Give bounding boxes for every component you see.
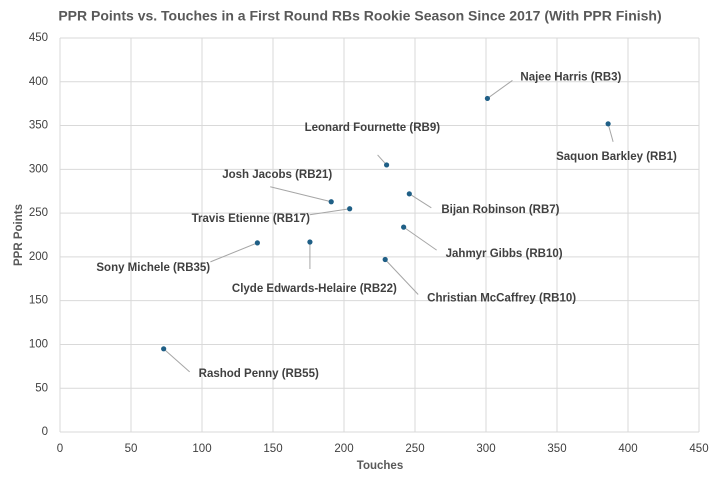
x-tick-label: 350: [547, 443, 566, 455]
y-tick-label: 400: [29, 76, 48, 88]
leader-line: [210, 242, 258, 263]
y-tick-label: 150: [29, 295, 48, 307]
data-label: Travis Etienne (RB17): [192, 213, 310, 225]
y-tick-label: 100: [29, 338, 48, 350]
data-label: Najee Harris (RB3): [520, 71, 621, 83]
leader-line: [309, 208, 350, 216]
data-label: Leonard Fournette (RB9): [305, 122, 441, 134]
data-label: Rashod Penny (RB55): [199, 368, 319, 380]
x-tick-label: 450: [689, 443, 708, 455]
point: [307, 239, 313, 245]
y-tick-label: 200: [29, 251, 48, 263]
leader-line: [403, 226, 437, 251]
data-label: Josh Jacobs (RB21): [222, 169, 332, 181]
data-label: Sony Michele (RB35): [96, 262, 210, 274]
x-tick-label: 100: [192, 443, 211, 455]
y-tick-label: 250: [29, 207, 48, 219]
y-tick-label: 300: [29, 163, 48, 175]
x-tick-label: 200: [334, 443, 353, 455]
y-tick-label: 50: [35, 382, 48, 394]
point: [254, 240, 260, 246]
point: [382, 256, 388, 263]
x-tick-label: 150: [263, 443, 282, 455]
y-tick-label: 450: [29, 32, 48, 44]
leader-line: [409, 193, 432, 209]
x-tick-label: 50: [125, 443, 138, 455]
leader-line: [384, 259, 419, 295]
x-tick-label: 300: [476, 443, 495, 455]
leader-line: [607, 123, 614, 142]
chart-title: PPR Points vs. Touches in a First Round …: [58, 8, 661, 24]
x-tick-label: 250: [405, 443, 424, 455]
leader-line: [270, 186, 332, 203]
y-axis-title: PPR Points: [13, 204, 25, 266]
data-label: Christian McCaffrey (RB10): [427, 293, 576, 305]
leader-line: [487, 80, 513, 99]
point: [384, 162, 390, 168]
point: [328, 199, 334, 205]
point: [401, 224, 407, 230]
x-tick-label: 400: [618, 443, 637, 455]
point: [161, 346, 167, 352]
point: [406, 191, 412, 197]
x-axis-title: Touches: [357, 460, 403, 472]
point: [484, 95, 491, 102]
data-label: Bijan Robinson (RB7): [441, 204, 559, 216]
y-tick-label: 0: [42, 426, 48, 438]
data-label: Clyde Edwards-Helaire (RB22): [232, 283, 397, 295]
x-tick-label: 0: [57, 443, 63, 455]
data-label: Jahmyr Gibbs (RB10): [446, 248, 563, 260]
y-tick-label: 350: [29, 120, 48, 132]
data-label: Saquon Barkley (RB1): [556, 151, 677, 163]
point: [605, 121, 611, 127]
point: [347, 206, 353, 212]
leader-line: [163, 348, 190, 373]
